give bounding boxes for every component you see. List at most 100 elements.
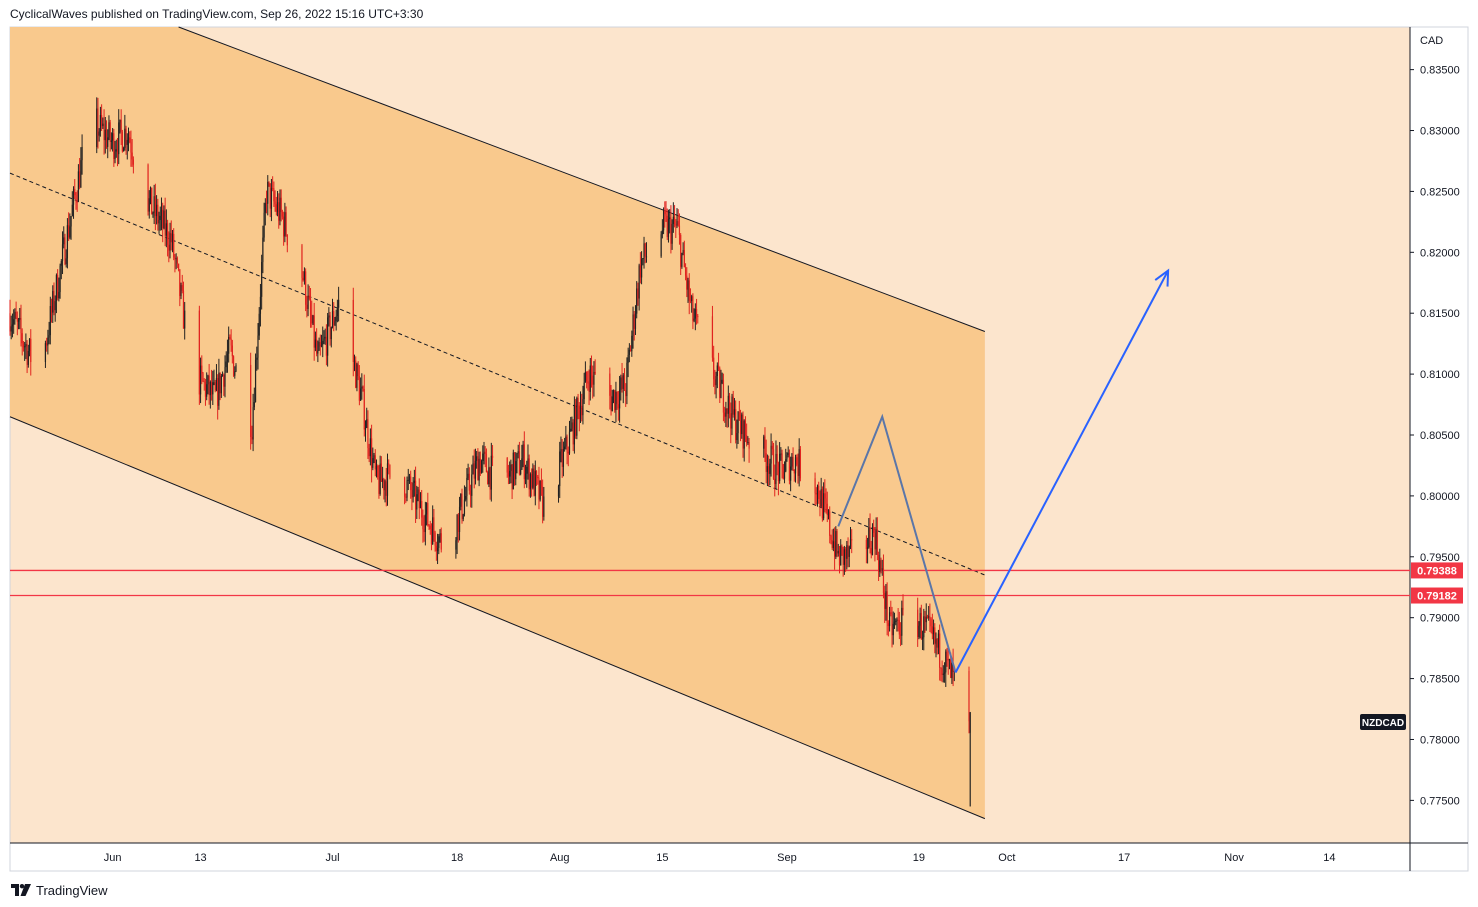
time-tick-label: 17 <box>1118 852 1130 864</box>
candle-body <box>770 445 772 464</box>
candle-body <box>112 133 114 141</box>
candle-body <box>522 444 524 459</box>
candle-body <box>874 532 876 550</box>
candle-body <box>575 405 577 436</box>
candle-body <box>203 381 205 383</box>
footer-brand[interactable]: TradingView <box>36 882 108 898</box>
candle-body <box>528 458 530 490</box>
price-chart[interactable]: 0.79388 0.79182 CAD 0.83500 0.83000 0.82500 0… <box>0 0 1478 880</box>
candle-body <box>369 438 371 457</box>
candle-body <box>827 511 830 516</box>
candle-body <box>673 216 676 225</box>
candle-body <box>474 460 477 479</box>
candle-body <box>119 119 121 123</box>
candle-body <box>732 396 734 415</box>
candle-body <box>308 295 310 299</box>
candle-body <box>312 315 314 324</box>
candle-body <box>170 233 172 243</box>
candle-body <box>384 481 386 491</box>
candle-body <box>159 215 161 221</box>
candle-body <box>14 311 16 320</box>
candle-body <box>202 373 204 382</box>
candle-body <box>590 365 593 376</box>
candle-body <box>333 311 335 326</box>
candle-body <box>60 261 62 266</box>
candle-body <box>379 463 381 494</box>
candle-body <box>173 233 175 258</box>
candle-body <box>631 335 633 352</box>
candle-body <box>823 493 825 519</box>
candle-body <box>841 545 843 547</box>
candle-body <box>305 271 307 305</box>
candle-body <box>730 413 732 429</box>
price-tick-label: 0.83500 <box>1420 65 1460 77</box>
candle-body <box>27 350 29 365</box>
candle-body <box>22 343 25 348</box>
price-tick-label: 0.79500 <box>1420 552 1460 564</box>
candle-body <box>353 360 356 362</box>
candle-body <box>917 609 919 638</box>
candle-body <box>355 360 357 388</box>
candle-body <box>412 483 414 498</box>
candle-body <box>110 140 112 142</box>
candle-body <box>199 365 202 395</box>
candle-body <box>787 452 789 456</box>
price-tick-label: 0.82000 <box>1420 247 1460 259</box>
candle-body <box>721 379 723 384</box>
publisher-line: CyclicalWaves published on TradingView.c… <box>10 7 424 21</box>
candle-body <box>782 464 784 479</box>
candle-body <box>506 457 508 473</box>
candle-body <box>561 449 563 467</box>
candle-body <box>115 149 117 152</box>
candle-body <box>226 353 229 362</box>
candle-body <box>149 187 152 199</box>
candle-body <box>356 364 358 388</box>
candle-body <box>276 202 279 212</box>
candle-body <box>380 463 382 482</box>
candle-body <box>532 468 534 488</box>
candle-body <box>897 619 899 621</box>
candle-body <box>573 405 575 445</box>
candle-body <box>824 493 826 499</box>
candle-body <box>660 234 662 257</box>
candle-body <box>438 536 440 548</box>
candle-body <box>103 123 105 141</box>
tradingview-logo-icon <box>11 884 31 896</box>
candle-body <box>230 338 232 346</box>
candle-body <box>885 591 887 609</box>
time-tick-label: 18 <box>451 852 463 864</box>
candle-body <box>918 625 920 638</box>
candle-body <box>943 672 946 674</box>
candle-body <box>434 532 436 546</box>
candle-body <box>785 459 787 472</box>
candle-body <box>335 315 337 322</box>
candle-body <box>166 223 169 245</box>
candle-body <box>160 209 163 216</box>
candle-body <box>877 554 880 572</box>
candle-body <box>208 375 210 396</box>
candle-body <box>816 485 819 495</box>
candle-body <box>797 464 799 476</box>
candle-body <box>253 402 255 408</box>
candle-body <box>320 344 323 347</box>
candle-body <box>411 490 413 498</box>
candle-body <box>307 295 309 309</box>
candle-body <box>633 314 635 329</box>
candle-body <box>615 391 617 411</box>
candle-body <box>814 478 816 494</box>
candle-body <box>570 428 572 432</box>
price-tick-label: 0.81000 <box>1420 369 1460 381</box>
candle-body <box>327 317 329 356</box>
candle-body <box>231 345 233 357</box>
candle-body <box>774 478 776 485</box>
candle-body <box>951 662 953 678</box>
candle-body <box>268 181 270 184</box>
candle-body <box>48 335 50 338</box>
candle-body <box>96 108 98 147</box>
candle-body <box>16 318 18 322</box>
time-tick-label: 19 <box>913 852 925 864</box>
candle-body <box>484 451 486 454</box>
candle-body <box>155 204 158 217</box>
candle-body <box>661 230 663 235</box>
candle-body <box>311 314 313 324</box>
